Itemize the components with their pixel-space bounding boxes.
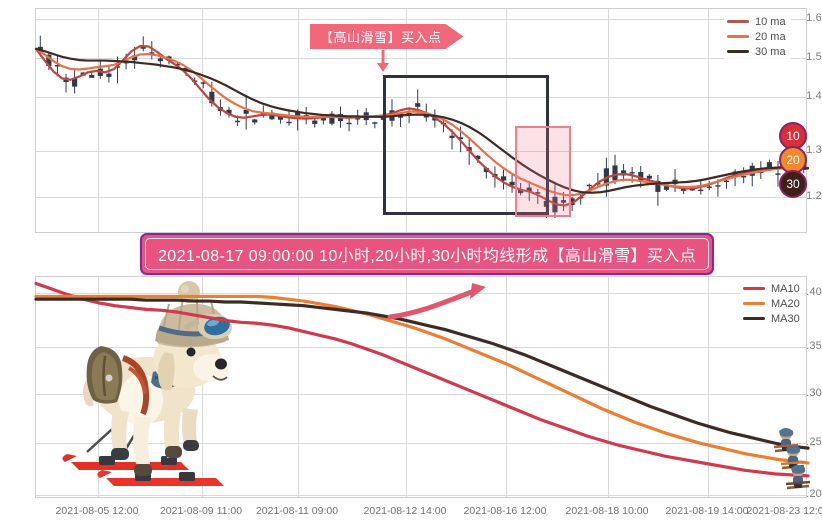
gridline-vertical <box>298 277 299 497</box>
gridline-vertical <box>608 9 609 232</box>
gridline-vertical <box>708 277 709 497</box>
top-plot-area[interactable] <box>34 8 810 233</box>
top-chart-series <box>34 35 810 219</box>
legend-item[interactable]: MA20 <box>743 296 800 311</box>
highlight-rectangle[interactable] <box>515 126 571 217</box>
legend-item[interactable]: 30 ma <box>727 44 786 59</box>
legend-label: 30 ma <box>755 45 786 58</box>
gridline-horizontal <box>36 293 806 294</box>
legend-label: 20 ma <box>755 30 786 43</box>
legend-label: MA30 <box>771 312 800 325</box>
gridline-vertical <box>98 9 99 232</box>
legend-label: MA20 <box>771 297 800 310</box>
legend-swatch-10ma <box>727 20 749 23</box>
bottom-xtick-label: 2021-08-23 12:00 <box>746 505 822 517</box>
legend-swatch-ma30 <box>743 317 765 320</box>
top-ytick-label: 1.5 <box>806 51 822 63</box>
arrow-head <box>377 63 389 72</box>
legend-swatch-20ma <box>727 35 749 38</box>
selection-rectangle[interactable] <box>383 75 549 215</box>
gridline-vertical <box>608 277 609 497</box>
gridline-vertical <box>406 277 407 497</box>
gridline-horizontal <box>36 97 806 98</box>
skier-marker-ma30 <box>785 465 811 490</box>
legend-label: 10 ma <box>755 15 786 28</box>
legend-swatch-30ma <box>727 50 749 53</box>
bottom-xtick-label: 2021-08-05 12:00 <box>55 505 139 517</box>
gridline-vertical <box>406 9 407 232</box>
legend-swatch-ma10 <box>743 287 765 290</box>
buy-point-arrow-banner: 【高山滑雪】买入点 <box>310 24 464 49</box>
bottom-chart-panel: 1.40 1.35 1.30 1.25 1.20 <box>0 268 822 520</box>
bottom-xtick-label: 2021-08-11 09:00 <box>255 505 339 517</box>
ma-badge-10[interactable]: 10 <box>779 122 807 150</box>
bottom-xtick-label: 2021-08-09 11:00 <box>159 505 243 517</box>
top-ytick-label: 1.3 <box>806 144 822 156</box>
gridline-vertical <box>298 9 299 232</box>
gridline-vertical <box>506 277 507 497</box>
bottom-chart-legend: MA10 MA20 MA30 <box>740 278 805 329</box>
top-ytick-label: 1.6 <box>806 12 822 24</box>
top-chart-legend: 10 ma 20 ma 30 ma <box>724 11 791 62</box>
trend-down-arrow <box>387 283 486 320</box>
gridline-vertical <box>708 9 709 232</box>
ma-badge-30[interactable]: 30 <box>779 170 807 198</box>
gridline-horizontal <box>36 347 806 348</box>
bottom-xtick-label: 2021-08-12 14:00 <box>363 505 447 517</box>
bottom-plot-area[interactable] <box>34 276 811 498</box>
gridline-horizontal <box>36 58 806 59</box>
gridline-vertical <box>506 9 507 232</box>
bottom-xtick-label: 2021-08-18 10:00 <box>565 505 649 517</box>
legend-item[interactable]: 10 ma <box>727 14 786 29</box>
buy-point-info-banner: 2021-08-17 09:00:00 10小时,20小时,30小时均线形成【高… <box>140 233 715 275</box>
legend-item[interactable]: 20 ma <box>727 29 786 44</box>
legend-swatch-ma20 <box>743 302 765 305</box>
arrow-stem <box>381 50 385 64</box>
bottom-chart-series <box>34 281 810 478</box>
gridline-vertical <box>202 277 203 497</box>
gridline-horizontal <box>36 19 806 20</box>
gridline-horizontal <box>36 443 806 444</box>
legend-label: MA10 <box>771 282 800 295</box>
gridline-horizontal <box>36 151 806 152</box>
bottom-xtick-label: 2021-08-16 12:00 <box>463 505 547 517</box>
gridline-vertical <box>202 9 203 232</box>
top-ytick-label: 1.4 <box>806 90 822 102</box>
ma-badge-20[interactable]: 20 <box>779 146 807 174</box>
top-ytick-label: 1.2 <box>806 190 822 202</box>
gridline-horizontal <box>36 495 806 496</box>
legend-item[interactable]: MA30 <box>743 311 800 326</box>
top-chart-panel: 1.6 1.5 1.4 1.3 1.2 <box>0 0 822 236</box>
bottom-xtick-label: 2021-08-19 14:00 <box>665 505 749 517</box>
legend-item[interactable]: MA10 <box>743 281 800 296</box>
gridline-horizontal <box>36 197 806 198</box>
gridline-horizontal <box>36 394 806 395</box>
buy-point-info-text: 2021-08-17 09:00:00 10小时,20小时,30小时均线形成【高… <box>145 238 710 270</box>
